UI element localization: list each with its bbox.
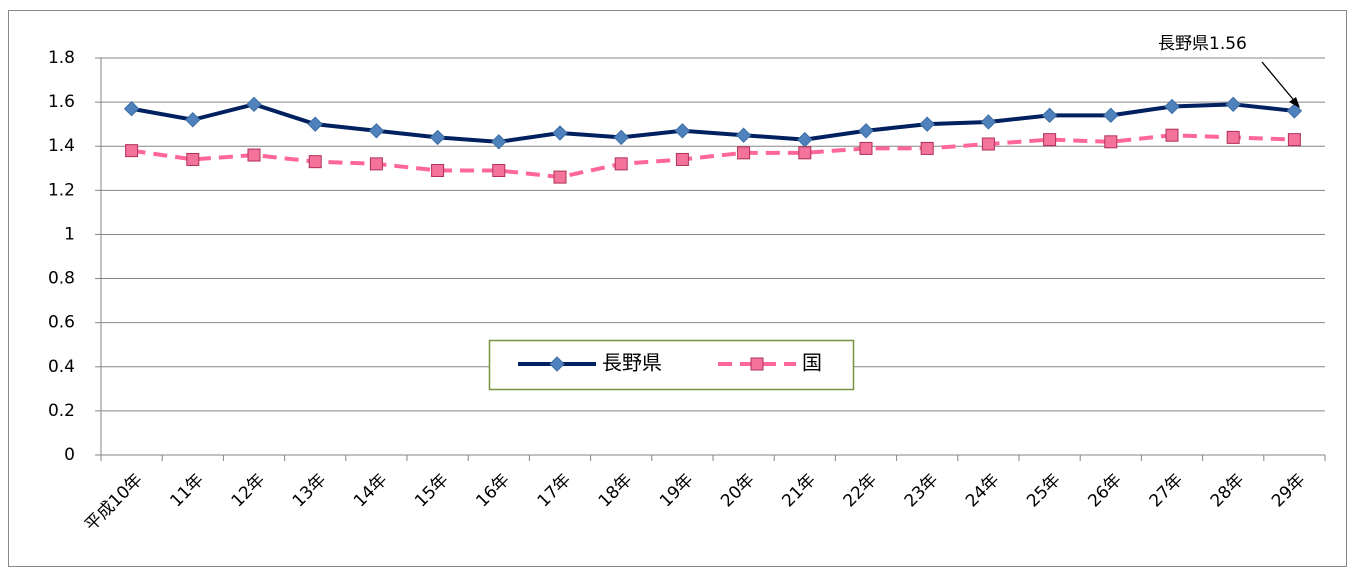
data-point bbox=[1287, 133, 1301, 147]
data-point bbox=[1226, 130, 1240, 144]
data-point bbox=[123, 101, 140, 117]
y-tick-label: 0.8 bbox=[48, 269, 75, 289]
data-point bbox=[614, 157, 628, 171]
data-point bbox=[1104, 135, 1118, 149]
data-point bbox=[186, 152, 200, 166]
data-point bbox=[1225, 96, 1241, 113]
series-line bbox=[131, 133, 1295, 180]
data-point bbox=[246, 96, 262, 113]
data-point bbox=[431, 163, 445, 177]
y-tick-label: 0.4 bbox=[48, 357, 75, 377]
legend-label: 長野県 bbox=[602, 351, 662, 375]
data-point bbox=[368, 123, 385, 139]
y-tick-label: 0 bbox=[64, 445, 75, 465]
data-point bbox=[125, 144, 139, 158]
data-point bbox=[735, 127, 752, 143]
data-point bbox=[491, 134, 507, 150]
data-point bbox=[247, 148, 261, 162]
data-point bbox=[185, 112, 201, 128]
data-point bbox=[553, 170, 567, 184]
y-tick-label: 1.2 bbox=[48, 180, 75, 200]
y-tick-label: 0.2 bbox=[48, 401, 75, 421]
y-tick-label: 1.4 bbox=[48, 136, 75, 156]
data-point bbox=[674, 123, 691, 139]
data-point bbox=[1164, 98, 1180, 115]
data-point bbox=[492, 163, 506, 177]
data-point bbox=[737, 146, 751, 160]
data-point bbox=[308, 155, 322, 169]
data-point bbox=[919, 116, 935, 132]
annotation: 長野県1.56 bbox=[1158, 34, 1247, 54]
annotation-arrowhead bbox=[1289, 97, 1300, 108]
chart-frame bbox=[8, 10, 1347, 567]
data-point bbox=[552, 125, 568, 141]
data-point bbox=[981, 137, 995, 151]
data-point bbox=[613, 129, 629, 146]
data-point bbox=[798, 146, 812, 160]
y-tick-label: 1 bbox=[64, 224, 75, 244]
data-point bbox=[307, 116, 323, 132]
y-tick-label: 1.8 bbox=[48, 48, 75, 68]
legend-marker bbox=[750, 357, 764, 371]
legend-items: 長野県 国 bbox=[518, 351, 822, 375]
data-point bbox=[675, 152, 689, 166]
legend-marker bbox=[549, 356, 565, 372]
data-point bbox=[1041, 107, 1058, 124]
y-tick-label: 0.6 bbox=[48, 313, 75, 333]
data-point bbox=[1286, 103, 1303, 119]
data-point bbox=[920, 141, 934, 155]
legend-label: 国 bbox=[802, 351, 822, 375]
series-line bbox=[131, 102, 1295, 144]
annotation-arrow bbox=[1261, 61, 1298, 105]
data-point bbox=[1103, 107, 1119, 124]
data-point bbox=[369, 157, 383, 171]
data-point bbox=[859, 141, 873, 155]
data-point bbox=[858, 123, 874, 139]
data-point bbox=[1043, 133, 1057, 147]
data-point bbox=[429, 129, 446, 146]
data-point bbox=[1165, 128, 1179, 142]
data-point bbox=[980, 114, 997, 130]
y-tick-label: 1.6 bbox=[48, 92, 75, 112]
